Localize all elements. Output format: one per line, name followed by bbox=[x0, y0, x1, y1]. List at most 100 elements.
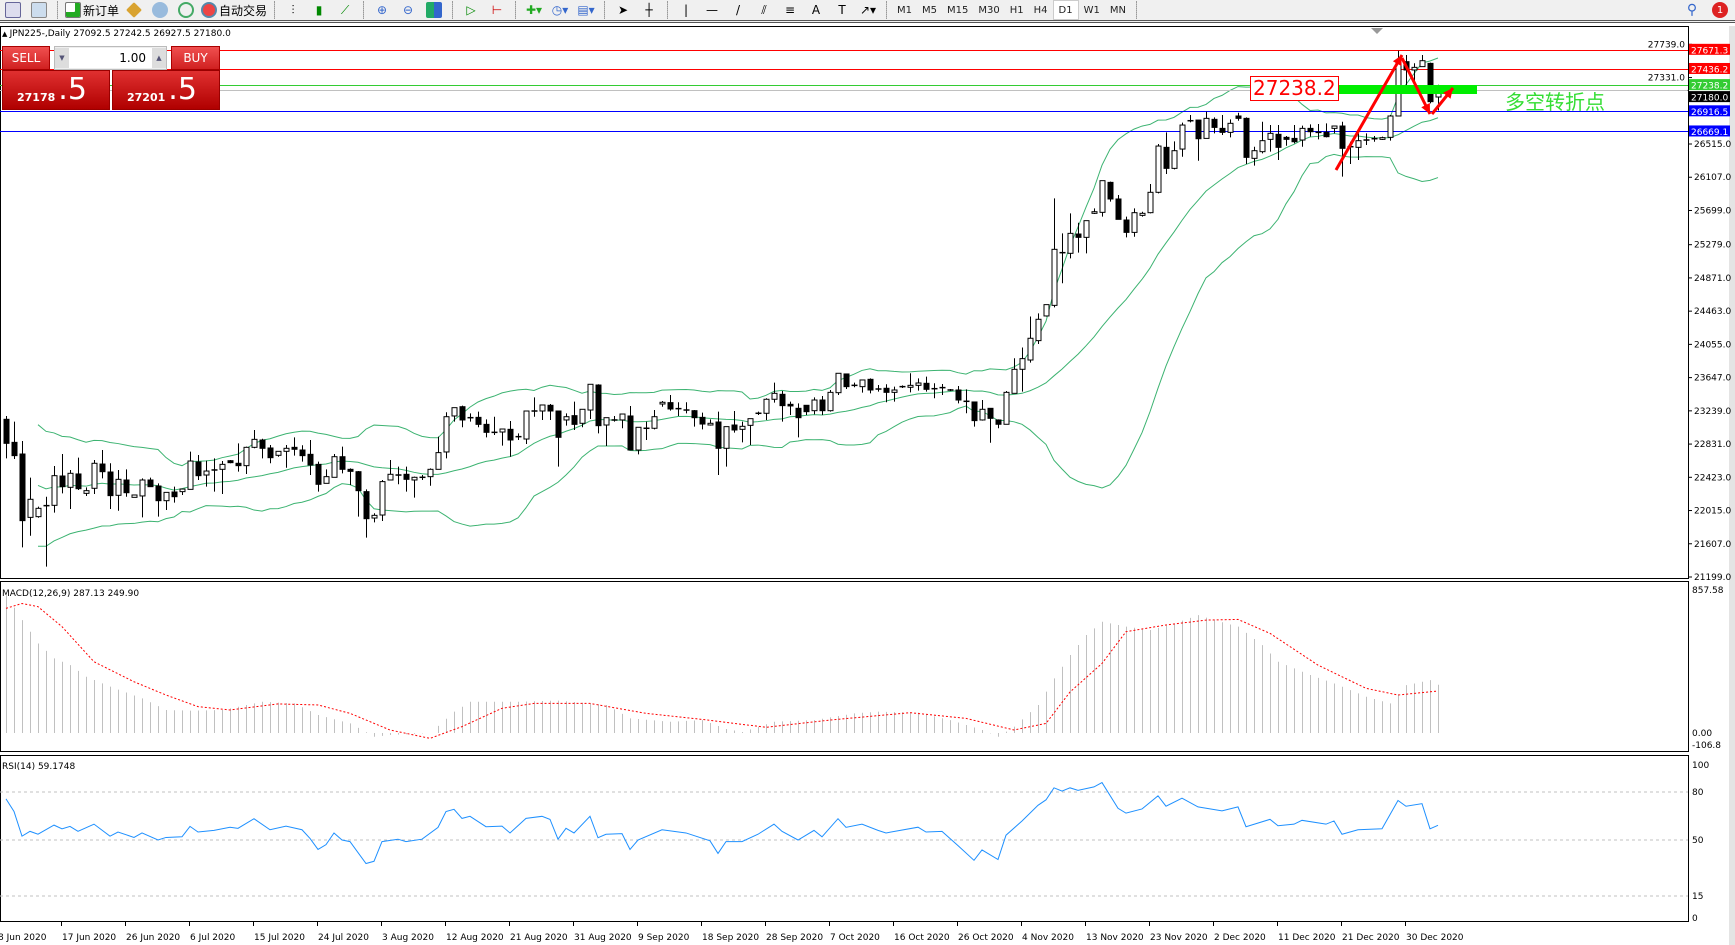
candle bbox=[1275, 125, 1282, 161]
candle bbox=[811, 397, 818, 415]
notifications-button[interactable]: 1 bbox=[1707, 0, 1733, 20]
equidistant-channel-icon[interactable]: ⫽ bbox=[761, 2, 767, 17]
new-order-button[interactable]: 新订单 bbox=[65, 0, 119, 20]
candle-body bbox=[355, 471, 362, 492]
candle-body bbox=[1171, 150, 1178, 169]
text-icon[interactable]: A bbox=[811, 3, 821, 17]
fibonacci-icon[interactable]: ≡ bbox=[785, 3, 796, 17]
candle-body bbox=[539, 404, 546, 412]
candle-body bbox=[1083, 220, 1090, 238]
up-arrow-head bbox=[1392, 55, 1402, 66]
periods-icon[interactable]: ◷▾ bbox=[551, 3, 569, 17]
templates-icon[interactable]: ▤▾ bbox=[577, 3, 595, 17]
signal-icon[interactable] bbox=[175, 0, 197, 20]
candle bbox=[1371, 136, 1378, 142]
buy-button[interactable]: BUY bbox=[171, 46, 220, 70]
crosshair-icon[interactable]: ┼ bbox=[645, 3, 653, 17]
candle bbox=[555, 410, 562, 467]
text-label-icon[interactable]: T bbox=[838, 3, 846, 17]
window-icon[interactable] bbox=[2, 0, 24, 20]
indicators-icon[interactable]: ✚▾ bbox=[525, 3, 543, 17]
candle-body bbox=[803, 404, 810, 413]
candle bbox=[971, 401, 978, 427]
candle-body bbox=[371, 514, 378, 519]
candle bbox=[1139, 211, 1146, 217]
cursor-icon[interactable]: ➤ bbox=[618, 3, 629, 17]
candle-body bbox=[715, 421, 722, 449]
candle bbox=[459, 405, 466, 428]
candle-body bbox=[1355, 140, 1362, 148]
candle bbox=[331, 454, 338, 478]
candle-body bbox=[187, 460, 194, 490]
rebound-arrow-head bbox=[1443, 88, 1453, 99]
timeframe-m5[interactable]: M5 bbox=[922, 4, 938, 16]
arrows-icon[interactable]: ↗▾ bbox=[859, 3, 877, 17]
candle bbox=[235, 443, 242, 472]
candle bbox=[1051, 198, 1058, 308]
candle-body bbox=[1123, 219, 1130, 233]
buy-price[interactable]: 27201.5 bbox=[112, 70, 220, 110]
candle-body bbox=[411, 476, 418, 481]
candle-body bbox=[603, 417, 610, 426]
candle-body bbox=[1259, 140, 1266, 153]
sell-button[interactable]: SELL bbox=[2, 46, 50, 70]
candle-body bbox=[627, 415, 634, 451]
candle bbox=[587, 383, 594, 419]
candle bbox=[187, 451, 194, 490]
candle bbox=[139, 478, 146, 518]
timeframe-d1[interactable]: D1 bbox=[1052, 0, 1079, 20]
volume-value[interactable]: 1.00 bbox=[69, 48, 152, 68]
trendline-icon[interactable]: / bbox=[736, 3, 741, 17]
candle bbox=[1243, 117, 1250, 165]
rsi-axis-label: 15 bbox=[1692, 892, 1703, 902]
turning-point-note[interactable]: 多空转折点 bbox=[1505, 90, 1605, 114]
tile-windows-icon[interactable] bbox=[423, 0, 445, 20]
zoom-out-icon[interactable]: ⊖ bbox=[403, 3, 414, 17]
level-label-box[interactable]: 27238.2 bbox=[1250, 76, 1339, 101]
candle-body bbox=[1051, 248, 1058, 306]
auto-trading-button[interactable]: 自动交易 bbox=[201, 0, 267, 20]
candle bbox=[691, 410, 698, 427]
candle bbox=[1203, 111, 1210, 139]
candle bbox=[3, 415, 10, 459]
candlestick-icon[interactable]: ▮ bbox=[315, 3, 323, 17]
timeframe-m30[interactable]: M30 bbox=[978, 4, 1000, 16]
candle bbox=[755, 411, 762, 415]
timeframe-w1[interactable]: W1 bbox=[1083, 4, 1100, 16]
auto-scroll-icon[interactable]: ▷ bbox=[466, 3, 476, 17]
timeframe-mn[interactable]: MN bbox=[1109, 4, 1126, 16]
horizontal-line-icon[interactable]: — bbox=[706, 3, 719, 17]
vertical-line-icon[interactable]: | bbox=[684, 3, 689, 17]
candle-body bbox=[883, 387, 890, 393]
search-icon[interactable]: ⚲ bbox=[1686, 2, 1698, 18]
zoom-in-icon[interactable]: ⊕ bbox=[377, 3, 388, 17]
candle-body bbox=[363, 491, 370, 520]
timeframe-h1[interactable]: H1 bbox=[1009, 4, 1024, 16]
chart-shift-icon[interactable]: ⊢ bbox=[491, 3, 503, 17]
volume-decrease-icon[interactable]: ▼ bbox=[55, 48, 69, 68]
volume-increase-icon[interactable]: ▲ bbox=[152, 48, 166, 68]
candle bbox=[19, 440, 26, 548]
volume-field[interactable]: ▼ 1.00 ▲ bbox=[54, 46, 167, 70]
rsi-line bbox=[5, 781, 1439, 865]
date-label: 4 Nov 2020 bbox=[1022, 933, 1074, 943]
timeframe-h4[interactable]: H4 bbox=[1033, 4, 1048, 16]
timeframe-m15[interactable]: M15 bbox=[947, 4, 969, 16]
candle-body bbox=[795, 407, 802, 419]
candle-body bbox=[1299, 127, 1306, 141]
line-chart-icon[interactable]: ⟋ bbox=[340, 2, 350, 17]
navigator-icon[interactable] bbox=[149, 0, 171, 20]
sell-price[interactable]: 27178.5 bbox=[2, 70, 110, 110]
candle bbox=[1027, 316, 1034, 363]
candle-body bbox=[147, 479, 154, 488]
timeframe-m1[interactable]: M1 bbox=[897, 4, 913, 16]
candle-body bbox=[1323, 131, 1330, 138]
candle bbox=[1427, 62, 1434, 104]
bar-chart-icon[interactable]: ⫶ bbox=[291, 2, 295, 17]
candle bbox=[1011, 358, 1018, 394]
candle-body bbox=[1251, 150, 1258, 159]
profiles-icon[interactable] bbox=[28, 0, 50, 20]
candle bbox=[947, 389, 954, 391]
candle bbox=[739, 421, 746, 443]
